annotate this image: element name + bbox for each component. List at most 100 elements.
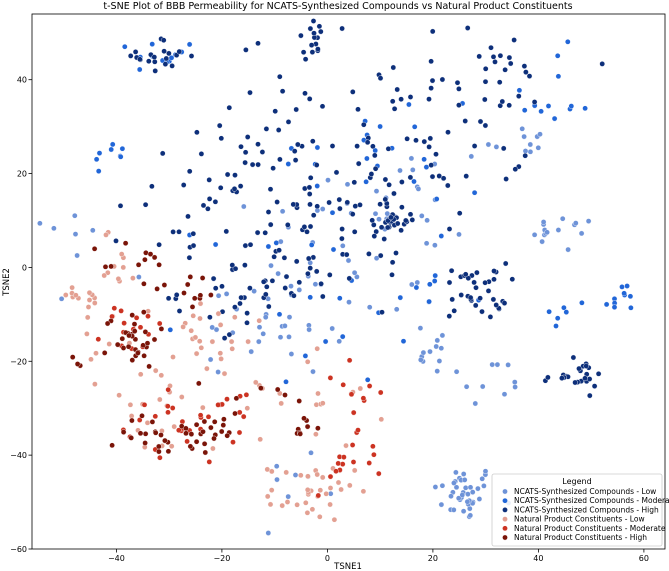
scatter-point-s2-c5-17 [265, 303, 272, 310]
scatter-point-s0-c0-32 [464, 498, 471, 505]
scatter-point-s3-c6-0 [93, 350, 99, 357]
scatter-point-s3-c5-16 [199, 404, 206, 411]
scatter-point-s3-c0-22 [305, 473, 311, 480]
scatter-point-s2-c2-21 [377, 201, 383, 207]
scatter-point-s2-c3-10 [509, 276, 516, 283]
scatter-point-s0-c0-26 [459, 492, 466, 498]
scatter-point-s4-c0-9 [327, 473, 334, 480]
scatter-point-s0-c0-2 [465, 491, 471, 497]
scatter-point-s5-c0-25 [144, 340, 151, 347]
scatter-point-s2-c6-7 [444, 182, 451, 189]
scatter-point-s2-c8-26 [481, 96, 488, 103]
scatter-point-s2-c7-20 [503, 176, 509, 182]
scatter-point-s2-c7-11 [249, 161, 256, 168]
scatter-point-s1-c4-8 [521, 107, 528, 113]
scatter-point-s1-c1-5 [554, 315, 561, 322]
scatter-point-s2-c6-40 [337, 205, 343, 212]
scatter-point-s1-c4-0 [582, 105, 588, 112]
scatter-point-s3-c2-9 [204, 365, 210, 372]
scatter-point-s2-c7-13 [386, 181, 392, 188]
scatter-point-s0-c7-3 [37, 220, 43, 227]
scatter-point-s2-c8-7 [368, 171, 375, 177]
scatter-point-s0-c2-11 [438, 345, 445, 352]
scatter-point-s2-c7-0 [275, 127, 282, 133]
scatter-point-s1-c3-0 [119, 145, 126, 152]
scatter-point-s1-c5-2 [363, 178, 369, 185]
scatter-point-s0-c3-7 [485, 141, 492, 148]
scatter-point-s2-c6-13 [269, 277, 276, 284]
scatter-point-s3-c0-33 [309, 506, 316, 513]
scatter-point-s2-c7-43 [531, 99, 538, 105]
scatter-point-s2-c1-3 [300, 49, 307, 56]
scatter-point-s2-c6-4 [449, 296, 456, 303]
scatter-point-s0-c5-14 [384, 210, 391, 217]
scatter-point-s1-c5-12 [397, 294, 404, 301]
scatter-point-s2-c5-20 [291, 292, 297, 299]
scatter-point-s2-c7-22 [391, 190, 397, 197]
scatter-point-s1-c5-15 [212, 241, 219, 248]
scatter-point-s1-c4-2 [538, 108, 544, 115]
scatter-point-s5-c0-1 [129, 357, 136, 363]
scatter-point-s5-c7-3 [232, 410, 238, 417]
scatter-point-s4-c2-0 [95, 336, 102, 343]
scatter-point-s3-c6-2 [88, 356, 94, 363]
scatter-point-s2-c3-18 [448, 267, 455, 274]
scatter-point-s2-c5-11 [244, 310, 250, 316]
scatter-point-s4-c4-7 [370, 443, 376, 450]
scatter-point-s2-c6-5 [310, 212, 317, 218]
scatter-point-s2-c5-24 [313, 268, 320, 275]
scatter-point-s2-c9-4 [476, 53, 483, 60]
scatter-point-s5-c0-17 [129, 312, 135, 318]
scatter-point-s2-c7-34 [599, 61, 606, 67]
scatter-point-s1-c4-7 [555, 73, 562, 80]
scatter-point-s2-c7-25 [360, 121, 367, 128]
scatter-point-s2-c10-9 [238, 143, 244, 150]
scatter-point-s5-c0-5 [120, 345, 127, 351]
scatter-point-s2-c8-15 [516, 93, 522, 99]
scatter-point-s1-c1-3 [546, 308, 552, 315]
scatter-point-s3-c5-18 [314, 345, 321, 352]
y-tick-label-1: −40 [10, 451, 27, 460]
scatter-point-s0-c0-39 [451, 480, 457, 486]
scatter-point-s2-c0-8 [176, 48, 183, 55]
scatter-point-s0-c0-19 [476, 496, 483, 502]
scatter-point-s0-c5-31 [339, 242, 346, 249]
scatter-point-s2-c3-15 [493, 302, 500, 308]
scatter-point-s0-c4-16 [286, 334, 292, 340]
scatter-point-s0-c5-3 [376, 216, 382, 222]
scatter-point-s0-c2-6 [434, 368, 441, 374]
scatter-point-s5-c1-22 [200, 428, 206, 435]
scatter-point-s0-c5-2 [373, 255, 380, 262]
scatter-point-s5-c1-1 [129, 417, 135, 424]
scatter-point-s2-c2-16 [384, 224, 391, 231]
scatter-point-s2-c1-8 [298, 32, 304, 39]
chart-title: t-SNE Plot of BBB Permeability for NCATS… [103, 1, 572, 12]
scatter-point-s2-c10-8 [217, 184, 224, 191]
scatter-point-s0-c4-28 [329, 325, 336, 332]
scatter-point-s5-c2-13 [201, 440, 208, 447]
scatter-point-s2-c5-27 [165, 295, 172, 302]
scatter-point-s0-c0-7 [482, 468, 489, 475]
scatter-point-s0-c4-11 [255, 338, 262, 345]
scatter-point-s2-c6-63 [388, 214, 394, 221]
scatter-point-s4-c1-10 [141, 401, 148, 408]
scatter-point-s5-c7-1 [274, 386, 281, 393]
scatter-point-s1-c5-10 [329, 209, 336, 216]
scatter-point-s3-c4-6 [115, 275, 122, 282]
scatter-point-s0-c4-8 [277, 334, 284, 341]
scatter-point-s2-c0-3 [151, 59, 158, 65]
scatter-point-s2-c8-16 [500, 145, 507, 152]
scatter-point-s0-c2-1 [420, 349, 427, 356]
scatter-point-s2-c8-4 [477, 118, 484, 125]
scatter-point-s2-c11-0 [176, 228, 182, 235]
scatter-point-s0-c5-7 [423, 240, 430, 247]
scatter-point-s2-c2-13 [402, 217, 409, 224]
scatter-point-s2-c10-4 [205, 205, 211, 212]
scatter-point-s2-c6-66 [333, 169, 340, 176]
scatter-point-s1-c5-7 [283, 378, 289, 385]
scatter-point-s0-c2-10 [417, 325, 424, 331]
scatter-point-s3-c0-24 [314, 471, 321, 478]
scatter-point-s2-c5-31 [271, 253, 277, 260]
scatter-point-s5-c1-13 [183, 425, 189, 432]
scatter-point-s1-c6-17 [314, 183, 321, 189]
